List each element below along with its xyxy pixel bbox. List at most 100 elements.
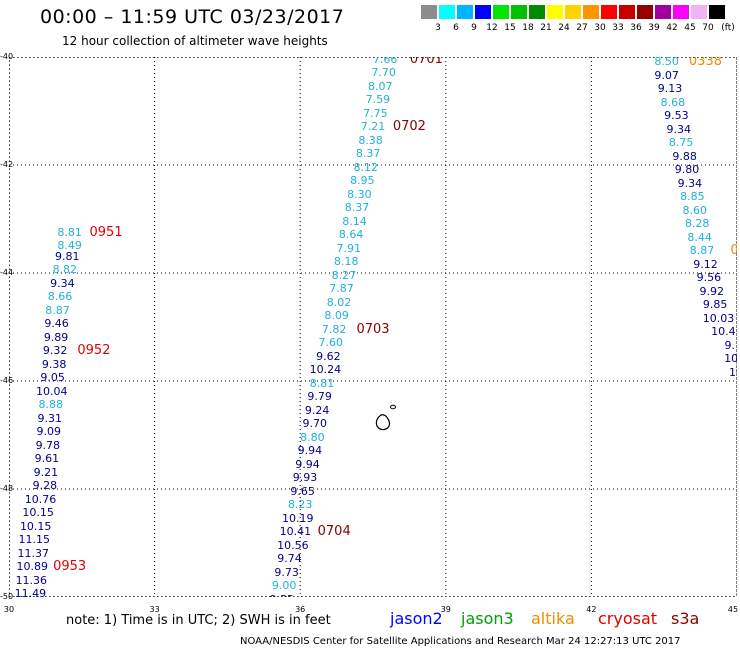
- color-scale-label: 36: [630, 23, 642, 33]
- color-scale-label: 45: [684, 23, 696, 33]
- wave-height-reading: 10.76: [24, 492, 57, 506]
- wave-height-reading: 8.87: [45, 303, 70, 317]
- wave-height-reading: 7.91: [336, 241, 361, 255]
- latitude-label: -42: [0, 160, 14, 169]
- pass-time-label: 0953: [53, 559, 87, 575]
- longitude-label: 33: [149, 605, 160, 614]
- color-swatch-3: [421, 5, 437, 19]
- wave-height-reading: 10.04: [35, 384, 68, 398]
- wave-height-reading: 10.15: [19, 519, 52, 533]
- wave-height-reading: 9.13: [657, 82, 683, 96]
- wave-height-reading: 9.88: [672, 149, 697, 163]
- pass-time-label: 0: [730, 243, 737, 259]
- wave-height-reading: 9.70: [302, 417, 328, 431]
- longitude-label: 39: [440, 605, 451, 614]
- wave-height-reading: 9.74: [277, 552, 302, 566]
- color-scale-label: 3: [435, 23, 441, 33]
- wave-height-reading: 8.27: [331, 268, 357, 282]
- wave-height-reading: 9.12: [693, 257, 718, 271]
- satellite-legend-cryosat: cryosat: [598, 609, 658, 628]
- longitude-label: 36: [295, 605, 306, 614]
- wave-height-reading: 10.03: [702, 311, 735, 325]
- wave-height-reading: 9.93: [292, 471, 318, 485]
- color-swatch-21: [529, 5, 545, 19]
- wave-height-reading: 9.05: [40, 371, 65, 385]
- pass-time-label: 0951: [89, 224, 123, 240]
- wave-height-reading: 8.37: [344, 201, 370, 215]
- wave-height-reading: 8.68: [660, 95, 686, 109]
- wave-height-reading: 11.49: [14, 587, 47, 597]
- color-swatch-39: [637, 5, 653, 19]
- color-scale-unit: (ft): [721, 23, 735, 33]
- color-swatch-27: [565, 5, 581, 19]
- wave-height-reading: 9.53: [664, 109, 689, 123]
- wave-height-reading: 7.75: [363, 106, 388, 120]
- wave-height-reading: 8.87: [689, 244, 715, 258]
- wave-height-reading: 9.09: [36, 425, 62, 439]
- map-title: 00:00 – 11:59 UTC 03/23/2017: [40, 6, 345, 28]
- wave-height-reading: 8.81: [309, 376, 335, 390]
- wave-height-reading: 8.12: [353, 160, 378, 174]
- color-swatch-42: [655, 5, 671, 19]
- longitude-label: 42: [586, 605, 597, 614]
- wave-height-reading: 9.31: [37, 411, 63, 425]
- wave-height-reading: 7.21: [360, 120, 386, 134]
- island-outline-main: [375, 414, 391, 431]
- wave-height-reading: 8.49: [57, 239, 82, 252]
- wave-height-reading: 8.09: [324, 309, 349, 323]
- wave-height-reading: 9.34: [666, 122, 692, 136]
- latitude-label: -46: [0, 376, 14, 385]
- wave-height-reading: 9.65: [290, 484, 315, 498]
- wave-height-reading: 10.41: [279, 525, 312, 539]
- color-scale-legend: 3 6 9 12 15 18 21 24 27 30 33 36 39 42 45 70 (ft): [421, 5, 740, 39]
- color-scale-label: 33: [612, 23, 624, 33]
- wave-height-reading: 9.34: [677, 176, 703, 190]
- wave-height-reading: 11.36: [15, 573, 48, 587]
- color-scale-label: 15: [504, 23, 516, 33]
- wave-height-reading: 9.35: [270, 593, 295, 597]
- satellite-legend-s3a: s3a: [671, 609, 700, 628]
- wave-height-reading: 9.21: [33, 465, 59, 479]
- wave-height-reading: 8.50: [654, 57, 679, 69]
- wave-height-reading: 8.18: [334, 255, 359, 269]
- color-scale-label: 12: [486, 23, 498, 33]
- credit-line: NOAA/NESDIS Center for Satellite Applica…: [240, 636, 681, 647]
- wave-height-reading: 10.19: [282, 511, 314, 525]
- color-swatch-top: [709, 5, 725, 19]
- color-swatch-30: [583, 5, 599, 19]
- island-outline-small: [390, 404, 396, 410]
- wave-height-reading: 9.92: [699, 284, 725, 298]
- color-swatch-45: [673, 5, 689, 19]
- wave-height-reading: 8.95: [350, 174, 375, 188]
- wave-height-reading: 10: [724, 352, 737, 366]
- pass-time-label: 0702: [392, 119, 426, 135]
- wave-height-reading: 9.46: [44, 317, 69, 331]
- color-scale-label: 24: [558, 23, 570, 33]
- wave-height-reading: 7.87: [329, 282, 354, 296]
- pass-time-label: 0703: [356, 321, 390, 337]
- wave-height-reading: 8.82: [52, 263, 78, 277]
- wave-height-reading: 11.37: [17, 546, 50, 560]
- wave-height-reading: 9.81: [54, 249, 80, 263]
- wave-height-reading: 8.28: [684, 217, 710, 231]
- color-swatch-12: [475, 5, 491, 19]
- wave-height-reading: 7.60: [318, 336, 344, 350]
- map-subtitle: 12 hour collection of altimeter wave hei…: [62, 34, 328, 48]
- wave-height-reading: 9.61: [34, 452, 60, 466]
- wave-height-reading: 9.07: [654, 68, 679, 82]
- satellite-legend-jason2: jason2: [390, 609, 443, 628]
- color-scale-label: 6: [453, 23, 459, 33]
- color-scale-label: 39: [648, 23, 660, 33]
- color-scale-label: 42: [666, 23, 678, 33]
- wave-height-reading: 9.73: [274, 565, 299, 579]
- wave-height-reading: 8.66: [47, 290, 73, 304]
- wave-height-reading: 10.15: [22, 506, 54, 520]
- latitude-label: -40: [0, 52, 14, 61]
- wave-height-reading: 9.89: [43, 330, 69, 344]
- satellite-legend-altika: altika: [531, 609, 575, 628]
- latitude-label: -48: [0, 484, 14, 493]
- pass-time-label: 0701: [409, 57, 443, 67]
- wave-height-reading: 7.66: [372, 57, 398, 66]
- color-swatch-36: [619, 5, 635, 19]
- color-scale-label: 9: [471, 23, 477, 33]
